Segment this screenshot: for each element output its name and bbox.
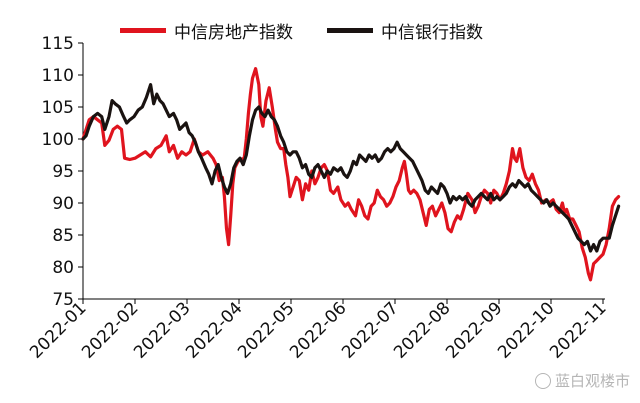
y-tick-label-1: 80 [52, 258, 74, 278]
legend-swatch-series-1 [327, 28, 373, 33]
watermark-logo-icon [534, 372, 551, 389]
y-tick-label-7: 110 [42, 66, 74, 86]
x-tick-label-2: 2022-03 [130, 298, 194, 362]
legend-item-series-1: 中信银行指数 [327, 18, 483, 43]
series-line-1 [81, 83, 621, 253]
series-line-0 [81, 67, 621, 282]
legend-item-series-0: 中信房地产指数 [120, 18, 293, 43]
y-tick-label-3: 90 [52, 194, 74, 214]
x-tick-label-7: 2022-08 [390, 298, 454, 362]
x-tick-label-9: 2022-10 [494, 298, 558, 362]
legend-label-series-1: 中信银行指数 [381, 23, 483, 43]
x-tick-label-5: 2022-06 [286, 298, 350, 362]
legend: 中信房地产指数 中信银行指数 [120, 18, 483, 43]
y-tick-label-6: 105 [42, 98, 74, 118]
x-tick-label-3: 2022-04 [182, 298, 246, 362]
watermark-text: 蓝白观楼市 [554, 372, 630, 390]
y-tick-label-0: 75 [52, 290, 74, 310]
x-tick-label-10: 2022-11 [546, 298, 610, 362]
x-tick-label-4: 2022-05 [234, 298, 298, 362]
legend-label-series-0: 中信房地产指数 [174, 23, 293, 43]
y-tick-label-4: 95 [52, 162, 74, 182]
watermark: 蓝白观楼市 [534, 370, 630, 391]
y-tick-label-8: 115 [42, 34, 74, 54]
y-tick-label-2: 85 [52, 226, 74, 246]
x-tick-label-1: 2022-02 [78, 298, 142, 362]
legend-swatch-series-0 [120, 28, 166, 33]
x-tick-label-8: 2022-09 [442, 298, 506, 362]
y-tick-label-5: 100 [42, 130, 74, 150]
x-tick-label-6: 2022-07 [338, 298, 402, 362]
